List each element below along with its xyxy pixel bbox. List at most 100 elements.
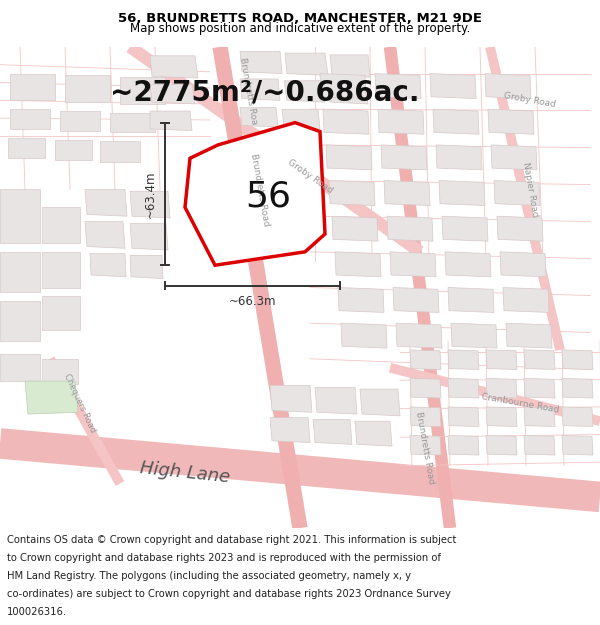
Polygon shape [494,181,540,206]
Text: Brundretts Roa: Brundretts Roa [238,58,259,126]
Text: 56: 56 [245,179,291,214]
Polygon shape [488,109,534,134]
Polygon shape [55,139,92,160]
Polygon shape [562,378,593,398]
Polygon shape [120,77,165,104]
Polygon shape [442,216,488,241]
Polygon shape [42,296,80,330]
Polygon shape [8,138,45,158]
Polygon shape [562,407,593,426]
Polygon shape [335,252,381,277]
Polygon shape [410,436,441,455]
Polygon shape [410,350,441,369]
Text: High Lane: High Lane [139,459,231,486]
Text: 100026316.: 100026316. [7,607,67,617]
Polygon shape [320,74,366,99]
Polygon shape [486,350,517,369]
Polygon shape [439,181,485,206]
Polygon shape [338,288,384,312]
Polygon shape [10,109,50,129]
Polygon shape [562,436,593,455]
Text: Chequers Road: Chequers Road [62,372,98,434]
Text: Brundretts Road: Brundretts Road [414,411,436,485]
Text: Map shows position and indicative extent of the property.: Map shows position and indicative extent… [130,22,470,35]
Polygon shape [445,252,491,277]
Polygon shape [313,419,352,444]
Polygon shape [0,354,40,381]
Polygon shape [396,323,442,348]
Text: Contains OS data © Crown copyright and database right 2021. This information is : Contains OS data © Crown copyright and d… [7,535,457,545]
Polygon shape [378,109,424,134]
Polygon shape [90,254,126,277]
Polygon shape [500,252,546,277]
Polygon shape [10,74,55,101]
Polygon shape [65,76,110,102]
Polygon shape [448,378,479,398]
Polygon shape [110,113,155,132]
Polygon shape [381,145,427,170]
Polygon shape [284,81,325,102]
Polygon shape [0,189,40,243]
Polygon shape [393,288,439,312]
Polygon shape [130,191,170,218]
Text: Brundretts Road: Brundretts Road [249,152,271,226]
Text: Cranbourne Road: Cranbourne Road [481,392,560,414]
Polygon shape [503,288,549,312]
Polygon shape [323,109,369,134]
Text: ~63.4m: ~63.4m [144,170,157,217]
Polygon shape [433,109,479,134]
Polygon shape [85,221,125,248]
Polygon shape [390,252,436,277]
Polygon shape [448,407,479,426]
Text: co-ordinates) are subject to Crown copyright and database rights 2023 Ordnance S: co-ordinates) are subject to Crown copyr… [7,589,451,599]
Polygon shape [448,436,479,455]
Polygon shape [270,386,312,412]
Polygon shape [486,436,517,455]
Polygon shape [436,145,482,170]
Polygon shape [524,436,555,455]
Polygon shape [42,252,80,288]
Polygon shape [285,53,328,76]
Text: Napier Road: Napier Road [521,161,539,217]
Polygon shape [506,323,552,348]
Polygon shape [410,407,441,426]
Text: ~66.3m: ~66.3m [229,294,276,308]
Polygon shape [384,181,430,206]
Polygon shape [150,111,192,131]
Polygon shape [448,350,479,369]
Polygon shape [497,216,543,241]
Polygon shape [282,109,320,129]
Polygon shape [150,56,198,78]
Polygon shape [0,252,40,292]
Polygon shape [332,216,378,241]
Polygon shape [562,350,593,369]
Polygon shape [486,407,517,426]
Polygon shape [130,223,168,250]
Text: ~2775m²/~0.686ac.: ~2775m²/~0.686ac. [110,78,419,106]
Polygon shape [328,82,368,104]
Polygon shape [130,256,163,279]
Polygon shape [524,350,555,369]
Polygon shape [100,141,140,162]
Polygon shape [330,55,370,77]
Polygon shape [25,381,78,414]
Polygon shape [451,323,497,348]
Polygon shape [387,216,433,241]
Polygon shape [448,288,494,312]
Polygon shape [240,51,282,74]
Polygon shape [341,323,387,348]
Text: Groby Road: Groby Road [286,158,334,195]
Polygon shape [524,407,555,426]
Polygon shape [42,359,78,384]
Polygon shape [360,389,400,416]
Polygon shape [0,301,40,341]
Polygon shape [240,107,278,127]
Polygon shape [42,208,80,243]
Polygon shape [185,122,325,265]
Polygon shape [85,189,127,216]
Text: 56, BRUNDRETTS ROAD, MANCHESTER, M21 9DE: 56, BRUNDRETTS ROAD, MANCHESTER, M21 9DE [118,12,482,25]
Polygon shape [410,378,441,398]
Polygon shape [355,421,392,446]
Polygon shape [270,418,310,442]
Text: HM Land Registry. The polygons (including the associated geometry, namely x, y: HM Land Registry. The polygons (includin… [7,571,411,581]
